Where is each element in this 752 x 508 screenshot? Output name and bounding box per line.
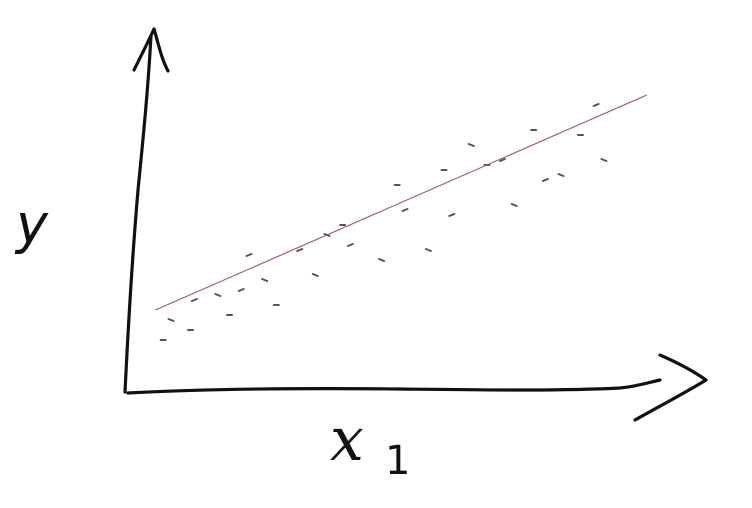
data-point (378, 258, 386, 262)
x-axis (126, 378, 662, 395)
data-point (541, 178, 549, 182)
data-point (600, 158, 608, 162)
data-point (245, 253, 253, 257)
regression-line (155, 94, 648, 311)
data-point (424, 248, 432, 252)
data-point (261, 278, 269, 282)
data-point (214, 293, 222, 297)
data-point (592, 103, 600, 107)
data-point (510, 203, 518, 207)
data-point (190, 298, 198, 302)
data-point (557, 173, 565, 177)
y-axis-label: y (14, 193, 49, 256)
x-axis-subscript: 1 (385, 438, 410, 484)
x-axis-label: x (330, 405, 364, 475)
data-point (237, 288, 245, 292)
data-point (311, 273, 319, 277)
data-point (401, 208, 409, 212)
y-axis (123, 34, 153, 394)
y-axis-arrowhead (132, 27, 170, 73)
data-point (499, 158, 506, 162)
data-points (159, 103, 608, 341)
data-point (296, 248, 304, 252)
data-point (346, 243, 354, 247)
data-point (167, 318, 175, 322)
data-point (467, 143, 475, 147)
data-point (448, 213, 456, 217)
x-axis-arrowhead (633, 353, 708, 422)
